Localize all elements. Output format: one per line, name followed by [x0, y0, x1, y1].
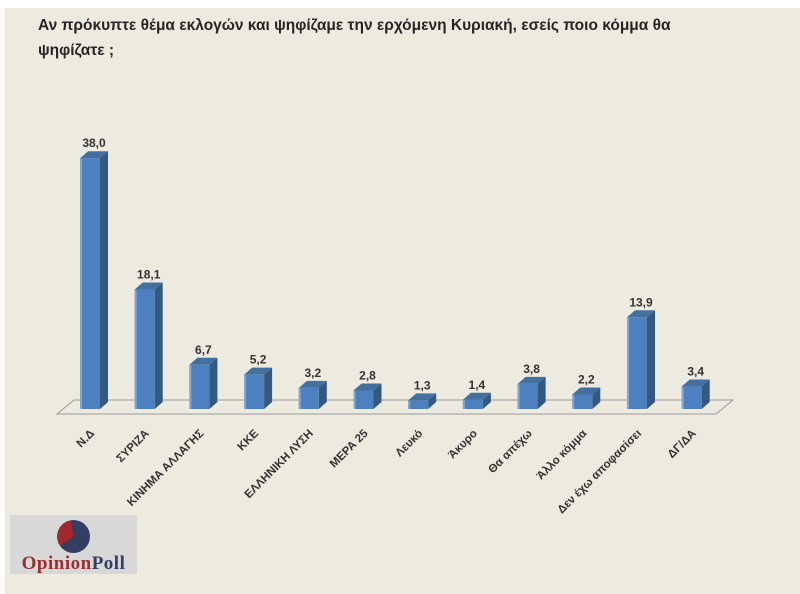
bar-value-label: 6,7	[195, 343, 212, 357]
bar-side-face	[373, 383, 382, 409]
bar-side-face	[537, 376, 546, 409]
bar	[517, 383, 538, 409]
bar-top-face	[298, 380, 327, 388]
category-label: Άλλο κόμμα	[535, 428, 590, 483]
bar	[681, 386, 702, 409]
bar-value-label: 2,2	[578, 372, 595, 386]
category-label: Άκυρο	[446, 428, 480, 462]
bar-top-face	[134, 282, 163, 290]
bar-value-label: 38,0	[82, 136, 106, 150]
bar	[298, 387, 319, 409]
bar-value-label: 3,8	[523, 362, 540, 376]
opinionpoll-logo-text: OpinionPoll	[22, 554, 126, 573]
category-label: ΔΓ/ΔΑ	[666, 428, 699, 461]
bar-side-face	[428, 393, 437, 409]
bar-top-face	[681, 379, 710, 387]
bar	[627, 317, 647, 409]
bar-value-label: 3,4	[687, 365, 704, 379]
category-label: ΚΚΕ	[236, 427, 262, 453]
bar	[80, 158, 100, 409]
category-label: Θα απέχω	[486, 427, 535, 476]
bar-side-face	[154, 282, 163, 409]
bar-side-face	[318, 380, 327, 409]
bar-value-label: 13,9	[629, 295, 653, 309]
bar	[189, 364, 210, 409]
bar-side-face	[701, 379, 710, 409]
bar-value-label: 3,2	[304, 366, 321, 380]
category-label: ΣΥΡΙΖΑ	[114, 428, 151, 465]
category-label: ΜΕΡΑ 25	[328, 427, 371, 470]
bar-top-face	[244, 367, 273, 375]
bar-value-label: 2,8	[359, 369, 376, 383]
bar-side-face	[592, 387, 601, 409]
bar	[572, 394, 593, 409]
bar-top-face	[627, 310, 655, 318]
category-label: Ν.Δ	[75, 428, 97, 450]
opinionpoll-logo: OpinionPoll	[10, 515, 137, 574]
bar-side-face	[100, 151, 108, 409]
chart-question-title: Αν πρόκυπτε θέμα εκλογών και ψηφίζαμε τη…	[38, 17, 671, 59]
chart-floor	[55, 399, 735, 415]
bar-side-face	[647, 310, 655, 409]
opinionpoll-pie-icon	[57, 520, 90, 553]
bar-top-face	[189, 357, 218, 365]
bar-side-face	[264, 367, 273, 409]
bar	[244, 374, 265, 409]
bar-side-face	[482, 392, 491, 409]
bar-top-face	[517, 376, 546, 384]
bar-top-face	[462, 392, 491, 400]
category-label: Λευκό	[394, 428, 426, 460]
bar	[353, 390, 374, 409]
bar-top-face	[408, 393, 437, 401]
bar	[134, 289, 155, 409]
logo-text-opinion: Opinion	[21, 553, 92, 574]
bar	[462, 399, 483, 409]
bar-value-label: 1,4	[469, 378, 486, 392]
bar	[408, 400, 429, 409]
bar-value-label: 18,1	[137, 268, 161, 282]
logo-text-poll: Poll	[91, 553, 126, 574]
bar-value-label: 5,2	[250, 353, 267, 367]
bar-top-face	[353, 383, 382, 391]
bar-value-label: 1,3	[414, 378, 431, 392]
bar-top-face	[80, 151, 108, 159]
bar-top-face	[572, 387, 601, 395]
bar-side-face	[209, 357, 218, 409]
